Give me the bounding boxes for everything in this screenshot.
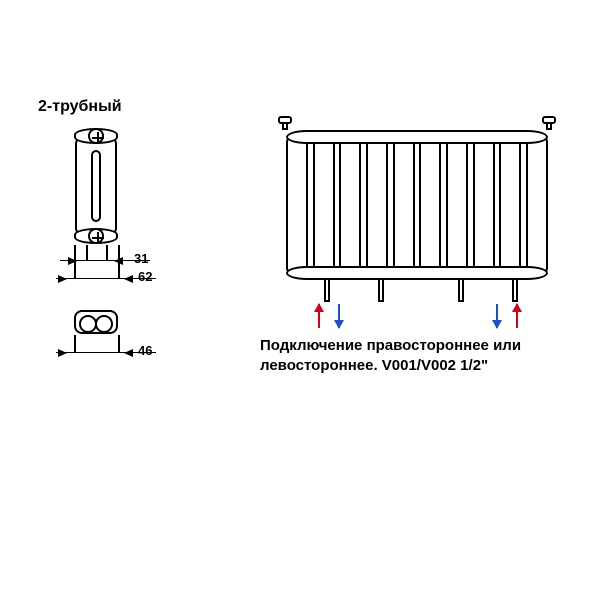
hub-mark-bottom [88,228,104,244]
connection-caption: Подключение правостороннее или левосторо… [260,336,570,375]
radiator-section [393,136,415,274]
cross-section-waist [95,310,101,334]
flow-arrow-cold-left [338,304,340,328]
bottom-manifold [286,266,548,280]
column-front-view [74,128,118,244]
radiator-section [473,136,495,274]
dimension-label: 46 [138,343,152,358]
radiator-section [313,136,335,274]
cross-section-view [74,310,118,334]
caption-line-1: Подключение правостороннее или [260,337,521,354]
radiator-section [286,136,308,274]
radiator-section [366,136,388,274]
center-slot [91,150,101,222]
drop-pipe [378,280,384,302]
flow-arrow-hot-left [318,304,320,328]
hub-mark-top [88,128,104,144]
radiator-section [446,136,468,274]
radiator-section [419,136,441,274]
dimension-label: 62 [138,269,152,284]
flow-arrow-hot-right [516,304,518,328]
dimension-62: 62 [56,278,156,279]
caption-line-2: левостороннее. V001/V002 1/2" [260,357,488,374]
radiator-sections [286,136,548,274]
dimension-46: 46 [56,352,156,353]
diagram-canvas: 2-трубный 31 62 46 [0,0,600,600]
dimension-label: 31 [134,251,148,266]
radiator-assembly [278,130,556,280]
radiator-section [526,136,548,274]
radiator-section [339,136,361,274]
tube-left [75,136,89,236]
valve-right [542,116,556,130]
tube-right [103,136,117,236]
radiator-section [499,136,521,274]
drop-pipe [458,280,464,302]
valve-left [278,116,292,130]
left-title: 2-трубный [38,98,122,116]
flow-arrow-cold-right [496,304,498,328]
drop-pipe [512,280,518,302]
drop-pipe [324,280,330,302]
top-manifold [286,130,548,144]
